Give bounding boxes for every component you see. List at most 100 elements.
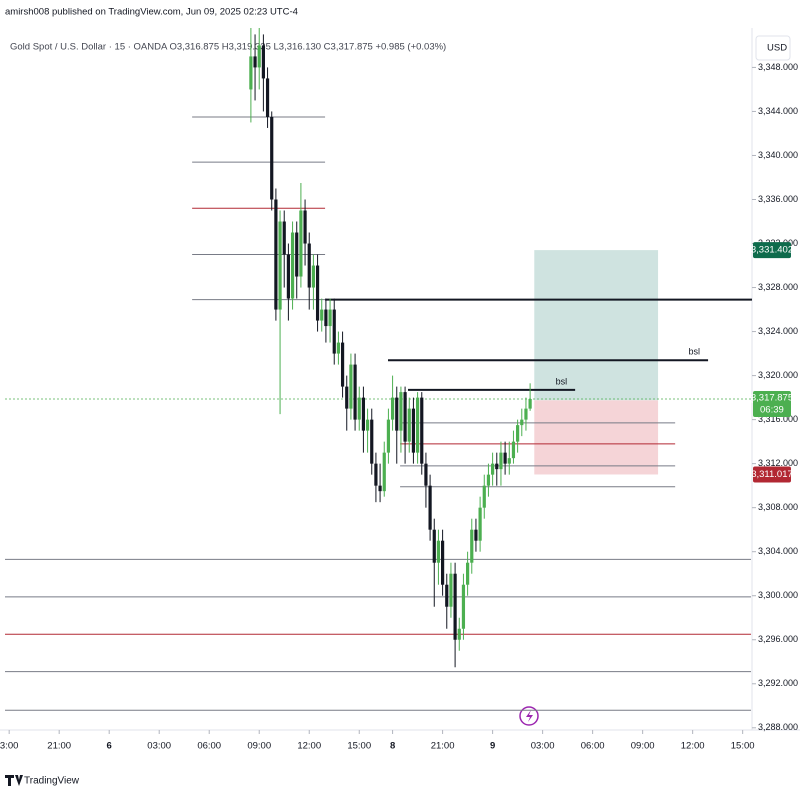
x-tick-label: 09:00 bbox=[631, 741, 655, 752]
candle-body bbox=[324, 309, 328, 327]
last-price-label: 3,317.875 bbox=[751, 393, 793, 404]
x-tick-label: 9 bbox=[490, 741, 495, 752]
y-tick-label: 3,328.000 bbox=[758, 282, 798, 292]
candle-body bbox=[390, 397, 395, 420]
plot-area: bsl bsl bbox=[5, 28, 752, 711]
candle-body bbox=[253, 56, 257, 68]
level-label: bsl bbox=[556, 376, 568, 386]
last-price-bg bbox=[753, 390, 791, 417]
candle-body bbox=[474, 529, 478, 541]
x-tick-label: 21:00 bbox=[431, 741, 455, 752]
candle-body bbox=[495, 463, 499, 470]
candle-body bbox=[457, 628, 461, 640]
y-tick-label: 3,320.000 bbox=[758, 370, 798, 380]
x-tick-label: 03:00 bbox=[531, 741, 555, 752]
y-tick-label: 3,304.000 bbox=[758, 546, 798, 556]
candle-body bbox=[286, 254, 290, 299]
y-tick-label: 3,344.000 bbox=[758, 106, 798, 116]
candle-body bbox=[357, 397, 361, 420]
price-label: 3,311.017 bbox=[751, 469, 793, 480]
candle-body bbox=[453, 573, 457, 640]
x-tick-label: 3:00 bbox=[0, 741, 18, 752]
candle-body bbox=[307, 243, 311, 288]
x-tick-label: 06:00 bbox=[581, 741, 605, 752]
candle-body bbox=[432, 529, 436, 563]
candle-body bbox=[428, 485, 432, 530]
footer-brand: TradingView bbox=[24, 776, 80, 787]
x-tick-label: 09:00 bbox=[247, 741, 271, 752]
candle-body bbox=[482, 485, 486, 508]
logo bbox=[5, 775, 23, 786]
level-label: bsl bbox=[689, 347, 701, 357]
candle-body bbox=[499, 452, 503, 470]
y-tick-label: 3,312.000 bbox=[758, 458, 798, 468]
publisher: amirsh008 published on TradingView.com, … bbox=[5, 7, 298, 18]
candle-body bbox=[445, 584, 449, 607]
x-tick-label: 12:00 bbox=[297, 741, 321, 752]
candle-body bbox=[399, 392, 403, 431]
candle-body bbox=[345, 386, 349, 409]
candle-body bbox=[311, 265, 316, 288]
candle-body bbox=[349, 364, 353, 409]
candle-body bbox=[370, 419, 374, 464]
candle-body bbox=[361, 397, 366, 431]
candle-body bbox=[257, 45, 261, 68]
x-tick-label: 15:00 bbox=[731, 741, 755, 752]
candle-body bbox=[524, 408, 528, 420]
x-tick-label: 03:00 bbox=[147, 741, 171, 752]
candle-body bbox=[374, 463, 378, 486]
price-label-bg bbox=[753, 466, 791, 483]
candle-body bbox=[299, 210, 303, 277]
candle-body bbox=[440, 540, 445, 585]
candle-body bbox=[395, 397, 399, 431]
event-bolt bbox=[526, 710, 533, 722]
candle-body bbox=[407, 408, 411, 442]
candle-body bbox=[403, 392, 407, 442]
candle-body bbox=[382, 452, 386, 492]
price-label: 3,331.402 bbox=[751, 245, 793, 256]
x-tick-label: 21:00 bbox=[47, 741, 71, 752]
candle-body bbox=[261, 45, 265, 79]
candle-body bbox=[424, 463, 428, 486]
candle-body bbox=[449, 573, 453, 607]
symbol-legend: Gold Spot / U.S. Dollar · 15 · OANDA O3,… bbox=[10, 42, 446, 53]
candle-body bbox=[249, 56, 253, 90]
y-tick-label: 3,292.000 bbox=[758, 678, 798, 688]
candle-body bbox=[282, 221, 286, 255]
countdown: 06:39 bbox=[760, 405, 784, 416]
candle-body bbox=[503, 452, 507, 464]
x-tick-label: 06:00 bbox=[197, 741, 221, 752]
candle-body bbox=[461, 584, 466, 629]
candle-body bbox=[378, 485, 382, 492]
candle-body bbox=[511, 441, 516, 459]
candle-body bbox=[436, 540, 441, 563]
currency[interactable]: USD bbox=[767, 43, 787, 54]
candle-body bbox=[470, 529, 474, 563]
candle-body bbox=[315, 265, 320, 321]
candle-body bbox=[365, 419, 370, 431]
y-tick-label: 3,308.000 bbox=[758, 502, 798, 512]
stop-zone bbox=[534, 400, 659, 475]
y-tick-label: 3,324.000 bbox=[758, 326, 798, 336]
candle-body bbox=[420, 397, 424, 464]
candle-body bbox=[332, 309, 336, 354]
candle-body bbox=[290, 232, 295, 299]
y-tick-label: 3,340.000 bbox=[758, 150, 798, 160]
y-tick-label: 3,296.000 bbox=[758, 634, 798, 644]
candle-body bbox=[516, 425, 520, 442]
y-tick-label: 3,300.000 bbox=[758, 590, 798, 600]
candle-body bbox=[336, 342, 341, 354]
candle-body bbox=[507, 458, 511, 464]
candle-body bbox=[265, 78, 270, 117]
candle-body bbox=[411, 408, 416, 453]
currency-button[interactable] bbox=[755, 35, 791, 61]
y-tick-label: 3,348.000 bbox=[758, 62, 798, 72]
y-tick-label: 3,316.000 bbox=[758, 414, 798, 424]
candle-body bbox=[528, 398, 532, 409]
candle-body bbox=[478, 507, 482, 541]
candle-body bbox=[270, 116, 274, 200]
candle-body bbox=[303, 210, 307, 244]
x-tick-label: 15:00 bbox=[347, 741, 371, 752]
candle-body bbox=[274, 199, 278, 310]
